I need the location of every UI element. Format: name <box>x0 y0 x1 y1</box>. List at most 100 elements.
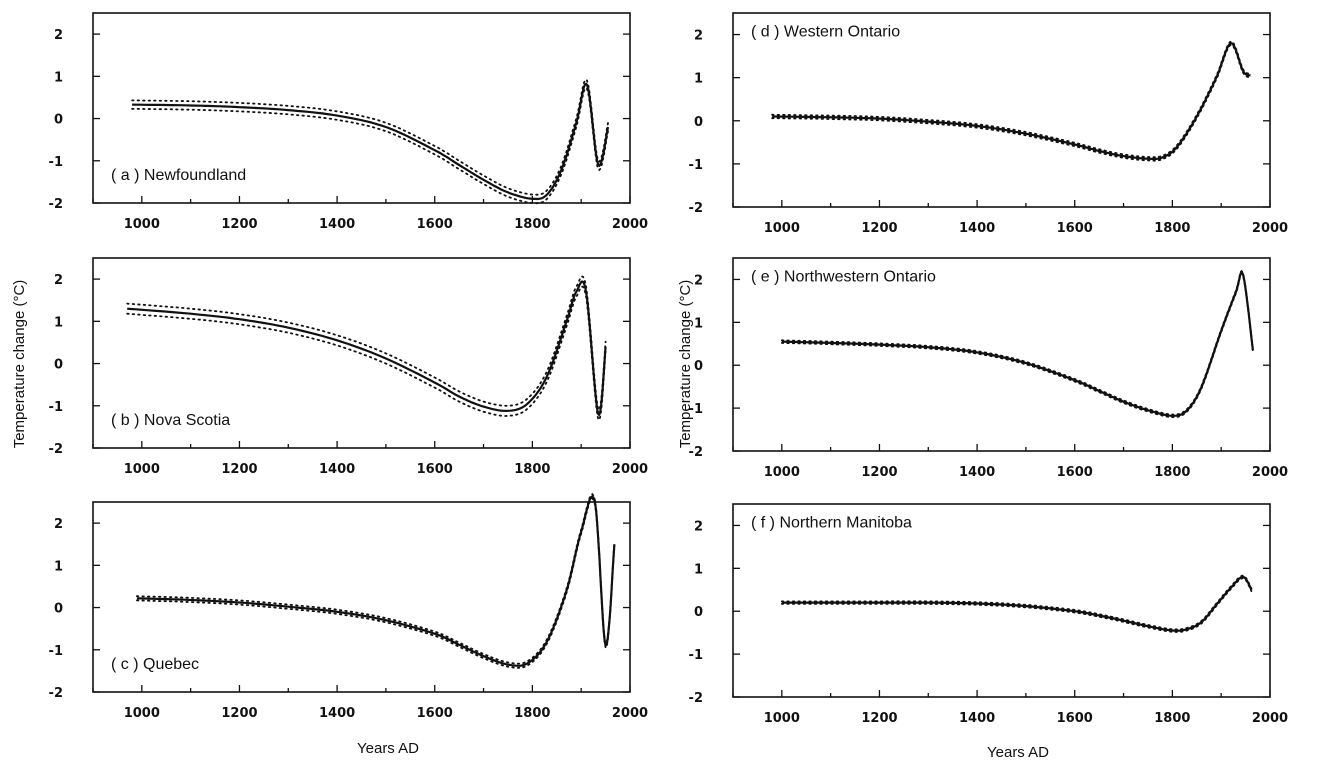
confidence-lower <box>126 285 607 422</box>
confidence-lower <box>780 272 1254 418</box>
y-tick-label: 2 <box>54 517 63 532</box>
x-tick-label: 1800 <box>1154 465 1190 480</box>
x-tick-label: 1800 <box>514 706 550 721</box>
series-line <box>132 82 610 201</box>
confidence-upper <box>136 493 616 665</box>
y-tick-label: -1 <box>689 648 703 663</box>
x-tick-label: 1400 <box>319 706 355 721</box>
x-tick-label: 2000 <box>1252 221 1288 236</box>
x-tick-label: 1400 <box>959 465 995 480</box>
y-tick-label: -2 <box>689 691 703 706</box>
y-tick-label: -2 <box>49 197 63 212</box>
x-tick-label: 1200 <box>221 217 257 232</box>
x-tick-label: 1200 <box>221 462 257 477</box>
x-tick-label: 2000 <box>1252 711 1288 726</box>
y-tick-label: -1 <box>49 644 63 659</box>
y-tick-label: -2 <box>49 442 63 457</box>
y-tick-label: 2 <box>694 273 703 288</box>
x-tick-label: 1400 <box>959 711 995 726</box>
y-tick-label: 1 <box>694 562 703 577</box>
panel-e: -2 -1 0 1 2 1000 1200 1400 1600 1800 2000 ( e ) Nor… <box>689 257 1288 480</box>
y-tick-label: -1 <box>49 155 63 170</box>
plot-frame <box>92 12 631 204</box>
y-tick-label: -2 <box>49 686 63 701</box>
y-tick-label: 1 <box>54 559 63 574</box>
right-y-axis-title: Temperature change (°C) <box>677 280 694 449</box>
panel-b: -2 -1 0 1 2 1000 1200 1400 1600 1800 2000 ( b ) Nov… <box>49 257 648 477</box>
y-tick-label: -2 <box>689 201 703 216</box>
y-tick-label: 0 <box>694 359 703 374</box>
y-tick-label: 0 <box>54 602 63 617</box>
y-tick-label: 0 <box>694 115 703 130</box>
x-tick-label: 1800 <box>1154 221 1190 236</box>
x-tick-label: 1400 <box>319 217 355 232</box>
x-tick-label: 1200 <box>861 221 897 236</box>
series-line <box>136 495 616 667</box>
y-tick-label: 2 <box>54 28 63 43</box>
plot-frame <box>732 12 1271 208</box>
x-tick-label: 1400 <box>319 462 355 477</box>
x-tick-label: 1200 <box>861 711 897 726</box>
confidence-upper <box>126 275 607 412</box>
panel-label: ( f ) Northern Manitoba <box>751 515 912 532</box>
plot-frame <box>732 257 1271 452</box>
panel-label: ( e ) Northwestern Ontario <box>751 269 936 286</box>
x-tick-label: 1600 <box>417 706 453 721</box>
y-tick-label: 2 <box>694 29 703 44</box>
confidence-lower <box>136 497 616 669</box>
y-tick-label: -2 <box>689 445 703 460</box>
x-tick-label: 1000 <box>124 462 160 477</box>
x-tick-label: 1200 <box>861 465 897 480</box>
y-tick-label: 2 <box>694 519 703 534</box>
x-tick-label: 1600 <box>417 462 453 477</box>
x-tick-label: 1800 <box>514 217 550 232</box>
y-tick-label: -1 <box>689 402 703 417</box>
x-tick-label: 1000 <box>124 706 160 721</box>
panel-label: ( a ) Newfoundland <box>111 167 246 184</box>
y-tick-label: 1 <box>54 315 63 330</box>
panel-label: ( d ) Western Ontario <box>751 24 900 41</box>
panel-label: ( c ) Quebec <box>111 656 199 673</box>
plot-frame <box>732 503 1271 698</box>
right-x-axis-title: Years AD <box>987 744 1049 761</box>
x-tick-label: 1800 <box>514 462 550 477</box>
series-line <box>127 280 607 416</box>
panel-f: -2 -1 0 1 2 1000 1200 1400 1600 1800 2000 ( f ) Nor… <box>689 503 1288 726</box>
plot-frame <box>92 501 631 693</box>
confidence-lower <box>780 577 1253 633</box>
y-tick-label: 1 <box>54 70 63 85</box>
x-tick-label: 1600 <box>1057 711 1093 726</box>
y-tick-label: 2 <box>54 273 63 288</box>
x-tick-label: 1000 <box>764 711 800 726</box>
x-tick-label: 1600 <box>1057 465 1093 480</box>
y-tick-label: -1 <box>49 400 63 415</box>
y-tick-label: 1 <box>694 316 703 331</box>
x-tick-label: 1400 <box>959 221 995 236</box>
x-tick-label: 2000 <box>612 706 648 721</box>
y-tick-label: 0 <box>54 358 63 373</box>
y-tick-label: 0 <box>54 113 63 128</box>
left-x-axis-title: Years AD <box>357 740 419 757</box>
confidence-upper <box>771 40 1252 159</box>
confidence-upper <box>780 574 1253 631</box>
x-tick-label: 1800 <box>1154 711 1190 726</box>
panel-label: ( b ) Nova Scotia <box>111 412 230 429</box>
x-tick-label: 1200 <box>221 706 257 721</box>
x-tick-label: 2000 <box>612 217 648 232</box>
x-tick-label: 1000 <box>764 465 800 480</box>
series-line <box>781 271 1254 417</box>
panel-c: -2 -1 0 1 2 1000 1200 1400 1600 1800 2000 ( c ) Que… <box>49 493 648 721</box>
panel-a: -2 -1 0 1 2 1000 1200 1400 1600 1800 2000 ( a ) New… <box>49 12 648 232</box>
x-tick-label: 2000 <box>612 462 648 477</box>
series-line <box>781 575 1253 632</box>
x-tick-label: 1600 <box>1057 221 1093 236</box>
y-tick-label: 0 <box>694 605 703 620</box>
x-tick-label: 1600 <box>417 217 453 232</box>
panel-d: -2 -1 0 1 2 1000 1200 1400 1600 1800 2000 ( d ) Wes… <box>689 12 1288 236</box>
left-y-axis-title: Temperature change (°C) <box>11 280 28 449</box>
y-tick-label: 1 <box>694 72 703 87</box>
y-tick-label: -1 <box>689 158 703 173</box>
x-tick-label: 1000 <box>764 221 800 236</box>
